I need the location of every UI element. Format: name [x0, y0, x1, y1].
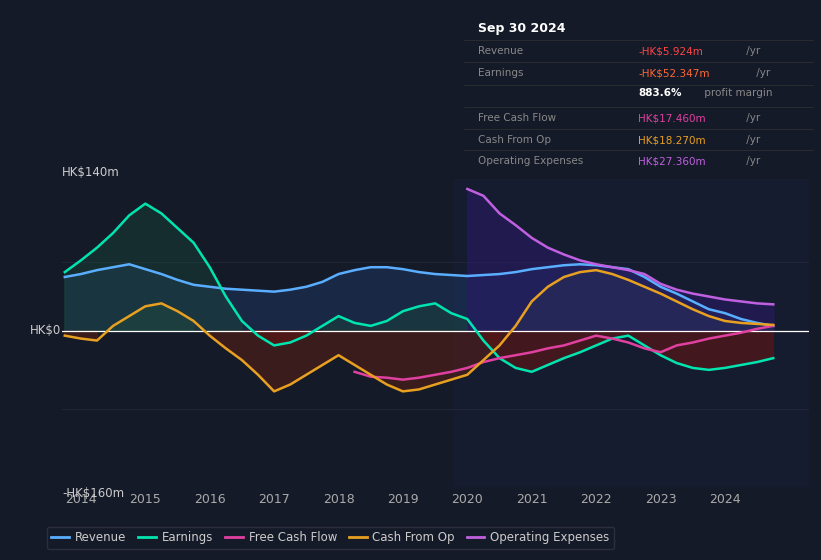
Legend: Revenue, Earnings, Free Cash Flow, Cash From Op, Operating Expenses: Revenue, Earnings, Free Cash Flow, Cash …	[47, 526, 614, 549]
Bar	[455, 179, 809, 487]
Text: Revenue: Revenue	[478, 46, 523, 56]
Text: /yr: /yr	[743, 113, 760, 123]
Text: /yr: /yr	[743, 46, 760, 56]
Text: Earnings: Earnings	[478, 68, 523, 78]
Text: HK$17.460m: HK$17.460m	[639, 113, 706, 123]
Text: Free Cash Flow: Free Cash Flow	[478, 113, 556, 123]
Text: HK$18.270m: HK$18.270m	[639, 136, 706, 146]
Text: -HK$5.924m: -HK$5.924m	[639, 46, 704, 56]
Text: HK$0: HK$0	[30, 324, 61, 337]
Text: Cash From Op: Cash From Op	[478, 136, 551, 146]
Text: /yr: /yr	[754, 68, 771, 78]
Text: Operating Expenses: Operating Expenses	[478, 156, 583, 166]
Text: Sep 30 2024: Sep 30 2024	[478, 22, 566, 35]
Text: 883.6%: 883.6%	[639, 87, 681, 97]
Text: /yr: /yr	[743, 156, 760, 166]
Text: /yr: /yr	[743, 136, 760, 146]
Text: HK$140m: HK$140m	[62, 166, 120, 179]
Text: -HK$160m: -HK$160m	[62, 487, 125, 500]
Text: HK$27.360m: HK$27.360m	[639, 156, 706, 166]
Text: profit margin: profit margin	[701, 87, 773, 97]
Text: -HK$52.347m: -HK$52.347m	[639, 68, 710, 78]
